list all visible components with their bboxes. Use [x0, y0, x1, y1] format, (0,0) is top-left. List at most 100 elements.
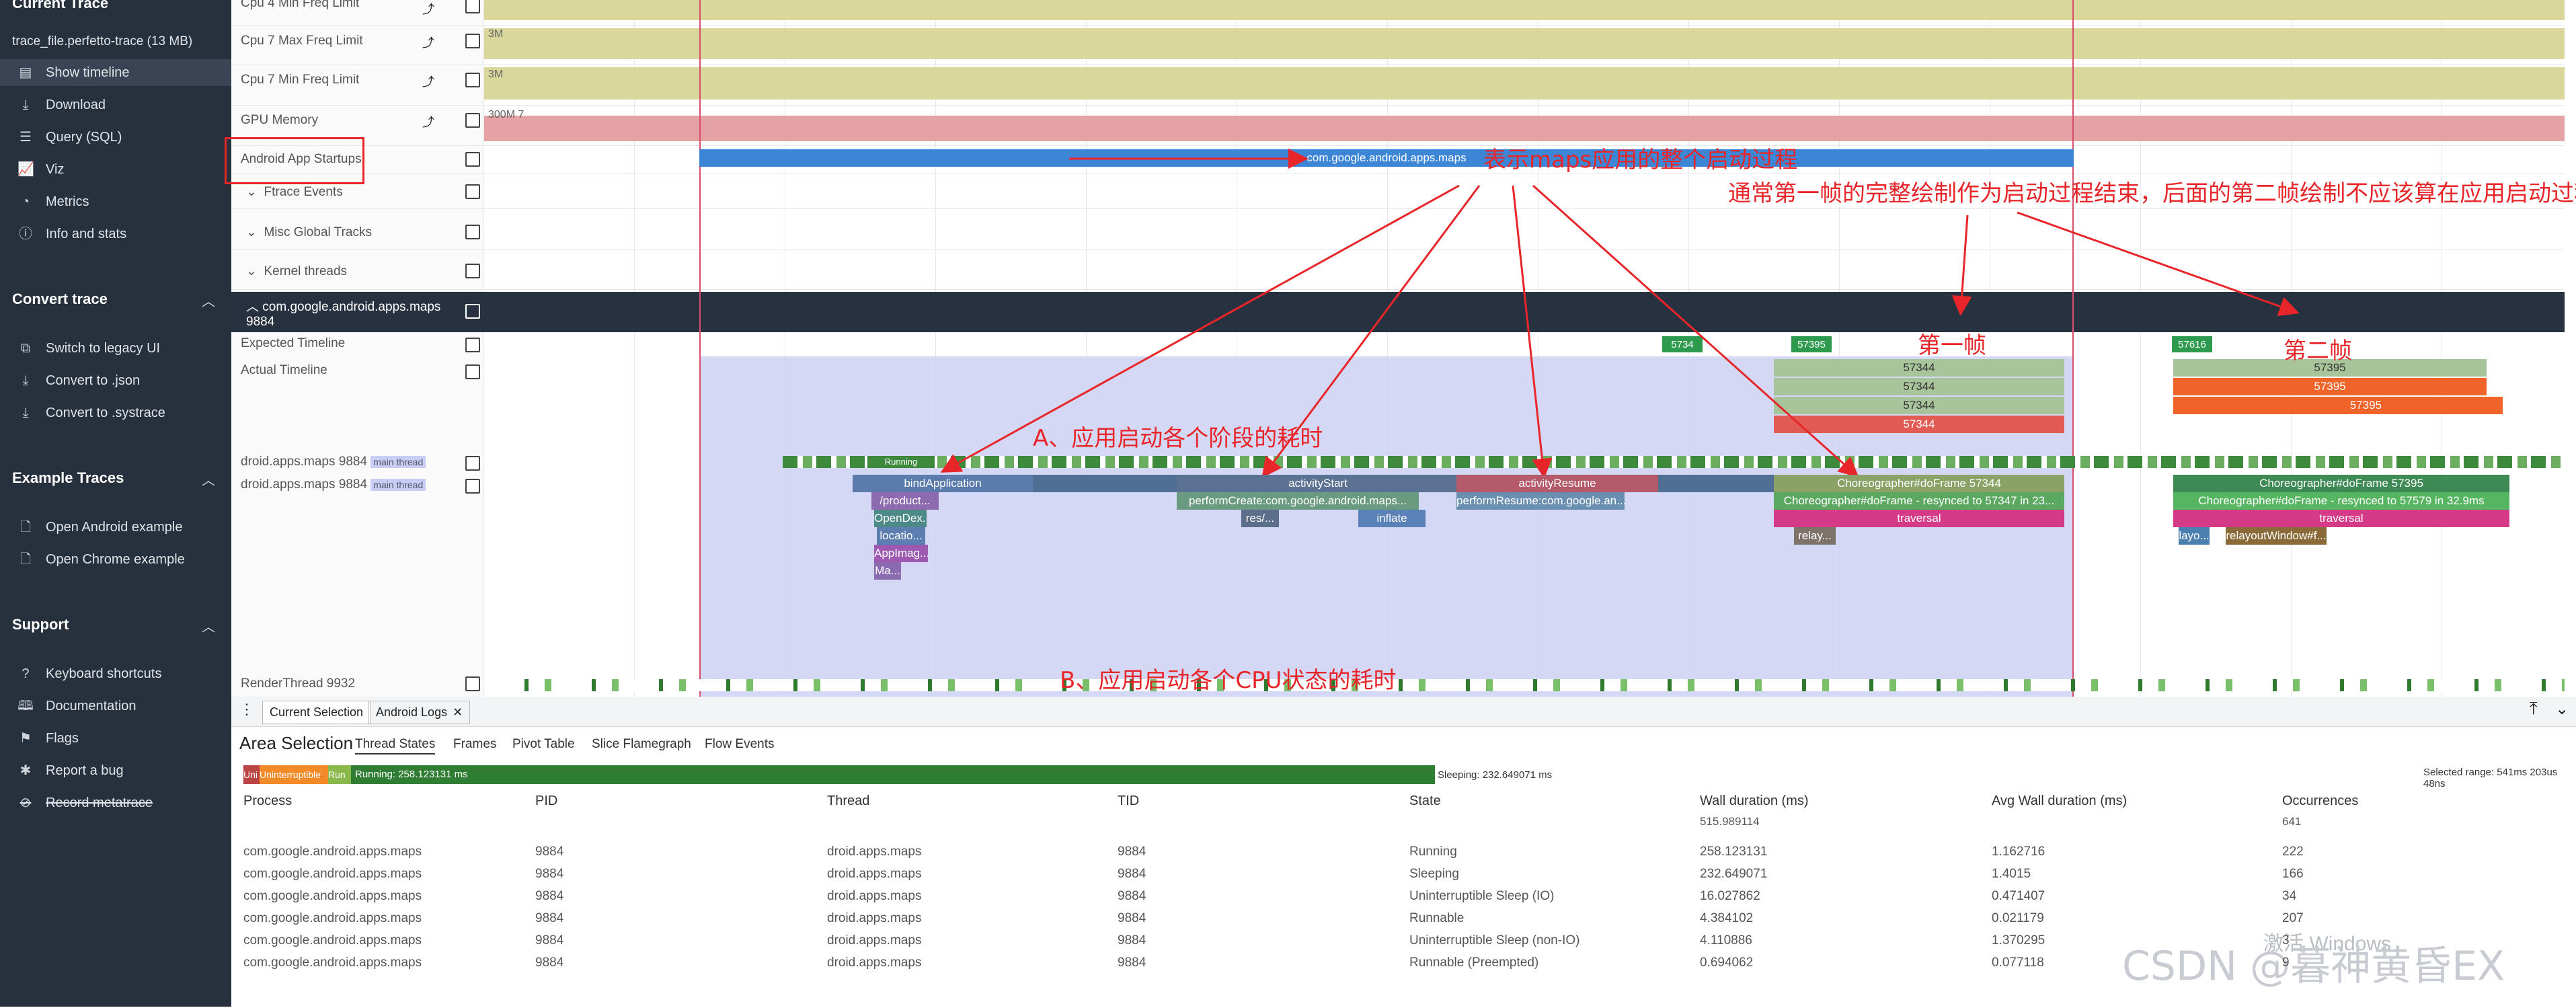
pin-checkbox[interactable]	[465, 34, 480, 48]
table-row[interactable]	[231, 908, 2576, 929]
choreographer-slice[interactable]: Choreographer#doFrame 57395	[2173, 475, 2509, 492]
pin-checkbox[interactable]	[465, 676, 480, 691]
column-header-state[interactable]: State	[1409, 793, 1441, 808]
relayout-slice[interactable]: relayoutWindow#f...	[2226, 527, 2327, 545]
table-row[interactable]	[231, 886, 2576, 906]
chevron-up-icon[interactable]: ︿	[202, 295, 215, 309]
column-header-tid[interactable]: TID	[1118, 793, 1140, 808]
column-header-pid[interactable]: PID	[535, 793, 558, 808]
frame-slice[interactable]: 57616	[2172, 336, 2212, 352]
sidebar-item-convert-systrace[interactable]: ⤓ Convert to .systrace	[17, 399, 165, 426]
pin-checkbox[interactable]	[465, 73, 480, 87]
sidebar-item-chrome-example[interactable]: 🗋 Open Chrome example	[17, 546, 185, 573]
column-header-occurrences[interactable]: Occurrences	[2282, 793, 2359, 808]
activity-start-slice[interactable]: activityStart	[1177, 475, 1459, 492]
pin-checkbox[interactable]	[465, 364, 480, 379]
subtab-pivot-table[interactable]: Pivot Table	[512, 737, 575, 751]
pin-checkbox[interactable]	[465, 152, 480, 167]
traversal-slice[interactable]: traversal	[1774, 510, 2064, 527]
sidebar-item-record-metatrace[interactable]: ⊘ Record metatrace	[17, 789, 153, 816]
frame-slice[interactable]: 57395	[2173, 359, 2487, 377]
close-icon[interactable]: ✕	[453, 705, 463, 719]
subtab-slice-flamegraph[interactable]: Slice Flamegraph	[592, 737, 691, 751]
subtab-thread-states[interactable]: Thread States	[355, 737, 436, 754]
subtab-frames[interactable]: Frames	[453, 737, 497, 751]
running-state[interactable]: Running	[867, 456, 935, 468]
frame-slice[interactable]: 57344	[1774, 416, 2064, 433]
counter-chart-icon[interactable]: ⤴	[422, 36, 434, 50]
frame-slice[interactable]: 57344	[1774, 359, 2064, 377]
track-group-kernel[interactable]: ⌄ Kernel threads	[246, 264, 347, 279]
pin-checkbox[interactable]	[465, 338, 480, 352]
state-bar-segment[interactable]: Uninterruptible	[260, 765, 328, 784]
startup-slice[interactable]: com.google.android.apps.maps	[699, 149, 2074, 167]
state-bar-running[interactable]: Running: 258.123131 ms	[351, 765, 1435, 784]
sidebar-item-android-example[interactable]: 🗋 Open Android example	[17, 514, 183, 541]
tab-android-logs[interactable]: Android Logs ✕	[368, 701, 471, 724]
pin-checkbox[interactable]	[465, 456, 480, 471]
frame-slice[interactable]: 57344	[1774, 397, 2064, 414]
tab-current-selection[interactable]: Current Selection	[262, 701, 371, 724]
sidebar-item-info[interactable]: ⓘ Info and stats	[17, 221, 126, 247]
table-row[interactable]	[231, 864, 2576, 884]
sidebar-item-show-timeline[interactable]: ▤ Show timeline	[0, 59, 231, 86]
thread-state-strip[interactable]	[783, 456, 2565, 468]
table-row[interactable]	[231, 931, 2576, 951]
sidebar-item-metrics[interactable]: ◔ Metrics	[17, 188, 89, 215]
resynced-slice[interactable]: Choreographer#doFrame - resynced to 5757…	[2173, 492, 2509, 510]
ma-slice[interactable]: Ma...	[874, 562, 901, 580]
chevron-up-icon[interactable]: ︿	[202, 620, 215, 635]
pin-checkbox[interactable]	[465, 0, 480, 13]
sidebar-item-keyboard-shortcuts[interactable]: ? Keyboard shortcuts	[17, 660, 161, 687]
column-header-thread[interactable]: Thread	[827, 793, 870, 808]
sidebar-item-convert-json[interactable]: ⤓ Convert to .json	[17, 367, 141, 394]
app-image-slice[interactable]: AppImag...	[874, 545, 928, 562]
column-header-process[interactable]: Process	[243, 793, 292, 808]
perform-resume-slice[interactable]: performResume:com.google.an...	[1456, 492, 1625, 510]
sidebar-item-legacy-ui[interactable]: ⧉ Switch to legacy UI	[17, 335, 160, 362]
track-group-ftrace[interactable]: ⌄ Ftrace Events	[246, 184, 343, 200]
drag-handle-icon[interactable]: ⋮	[239, 701, 254, 718]
state-bar-segment[interactable]: Uni	[243, 765, 260, 784]
track-group-misc[interactable]: ⌄ Misc Global Tracks	[246, 225, 372, 240]
column-header-wall-duration[interactable]: Wall duration (ms)	[1700, 793, 1809, 808]
pin-top-icon[interactable]: ⤒	[2530, 698, 2538, 718]
traversal-slice[interactable]: traversal	[2173, 510, 2509, 527]
pin-checkbox[interactable]	[465, 184, 480, 199]
res-slice[interactable]: res/...	[1241, 510, 1279, 527]
subtab-flow-events[interactable]: Flow Events	[705, 737, 775, 751]
frame-slice[interactable]: 57395	[1791, 336, 1832, 352]
sidebar-item-viz[interactable]: 📈 Viz	[17, 156, 64, 183]
activity-resume-slice[interactable]: activityResume	[1456, 475, 1658, 492]
frame-slice[interactable]: 57395	[2173, 378, 2487, 395]
chevron-up-icon[interactable]: ︿	[202, 473, 215, 488]
selection-end-line[interactable]	[2072, 0, 2074, 697]
location-slice[interactable]: locatio...	[877, 527, 925, 545]
render-thread-strip[interactable]	[484, 679, 2565, 691]
open-dex-slice[interactable]: OpenDex...	[874, 510, 927, 527]
product-slice[interactable]: /product...	[871, 492, 939, 510]
frame-slice[interactable]: 57395	[2173, 397, 2503, 414]
counter-chart-icon[interactable]: ⤴	[422, 75, 434, 89]
table-row[interactable]	[231, 842, 2576, 862]
counter-chart-icon[interactable]: ⤴	[422, 116, 434, 129]
chevron-down-icon[interactable]: ⌄	[2555, 700, 2569, 718]
frame-slice[interactable]: 57344	[1774, 378, 2064, 395]
sidebar-item-query[interactable]: ☰ Query (SQL)	[17, 124, 122, 151]
counter-chart-icon[interactable]: ⤴	[422, 3, 434, 16]
inflate-slice[interactable]: inflate	[1358, 510, 1426, 527]
sidebar-item-download[interactable]: ⤓ Download	[17, 91, 106, 118]
state-bar-segment[interactable]: Run	[328, 765, 351, 784]
frame-slice[interactable]: 5734	[1662, 336, 1703, 352]
pin-checkbox[interactable]	[465, 113, 480, 128]
pin-checkbox[interactable]	[465, 479, 480, 494]
state-bar-sleeping[interactable]: Sleeping: 232.649071 ms	[1438, 769, 1553, 781]
process-header[interactable]	[231, 292, 2565, 332]
sidebar-item-flags[interactable]: ⚑ Flags	[17, 725, 79, 752]
sidebar-item-report-bug[interactable]: ✱ Report a bug	[17, 757, 124, 784]
selection-start-line[interactable]	[699, 0, 701, 697]
perform-create-slice[interactable]: performCreate:com.google.android.maps...	[1177, 492, 1419, 510]
layo-slice[interactable]: layo...	[2179, 527, 2210, 545]
sidebar-item-documentation[interactable]: 🕮 Documentation	[17, 693, 136, 720]
bind-application-slice[interactable]: bindApplication	[853, 475, 1033, 492]
